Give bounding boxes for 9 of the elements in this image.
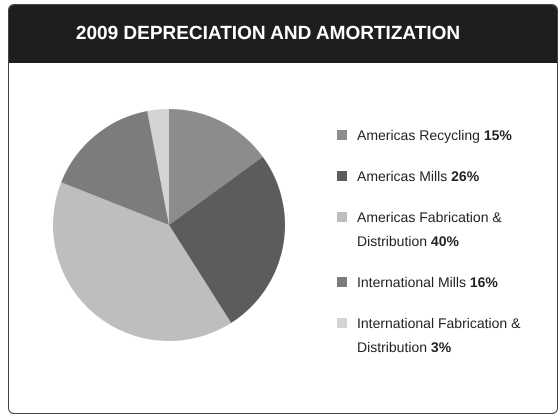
data-label: 3% bbox=[430, 339, 452, 355]
legend-label: Americas Mills bbox=[357, 168, 448, 184]
data-label: 40% bbox=[430, 233, 459, 249]
chart-title: 2009 DEPRECIATION AND AMORTIZATION bbox=[9, 5, 557, 63]
legend-label: International Mills bbox=[357, 274, 466, 290]
data-label: 16% bbox=[470, 274, 498, 290]
data-label: 26% bbox=[451, 168, 480, 184]
legend-label: Americas Recycling bbox=[357, 127, 480, 143]
data-label: 15% bbox=[484, 127, 512, 143]
